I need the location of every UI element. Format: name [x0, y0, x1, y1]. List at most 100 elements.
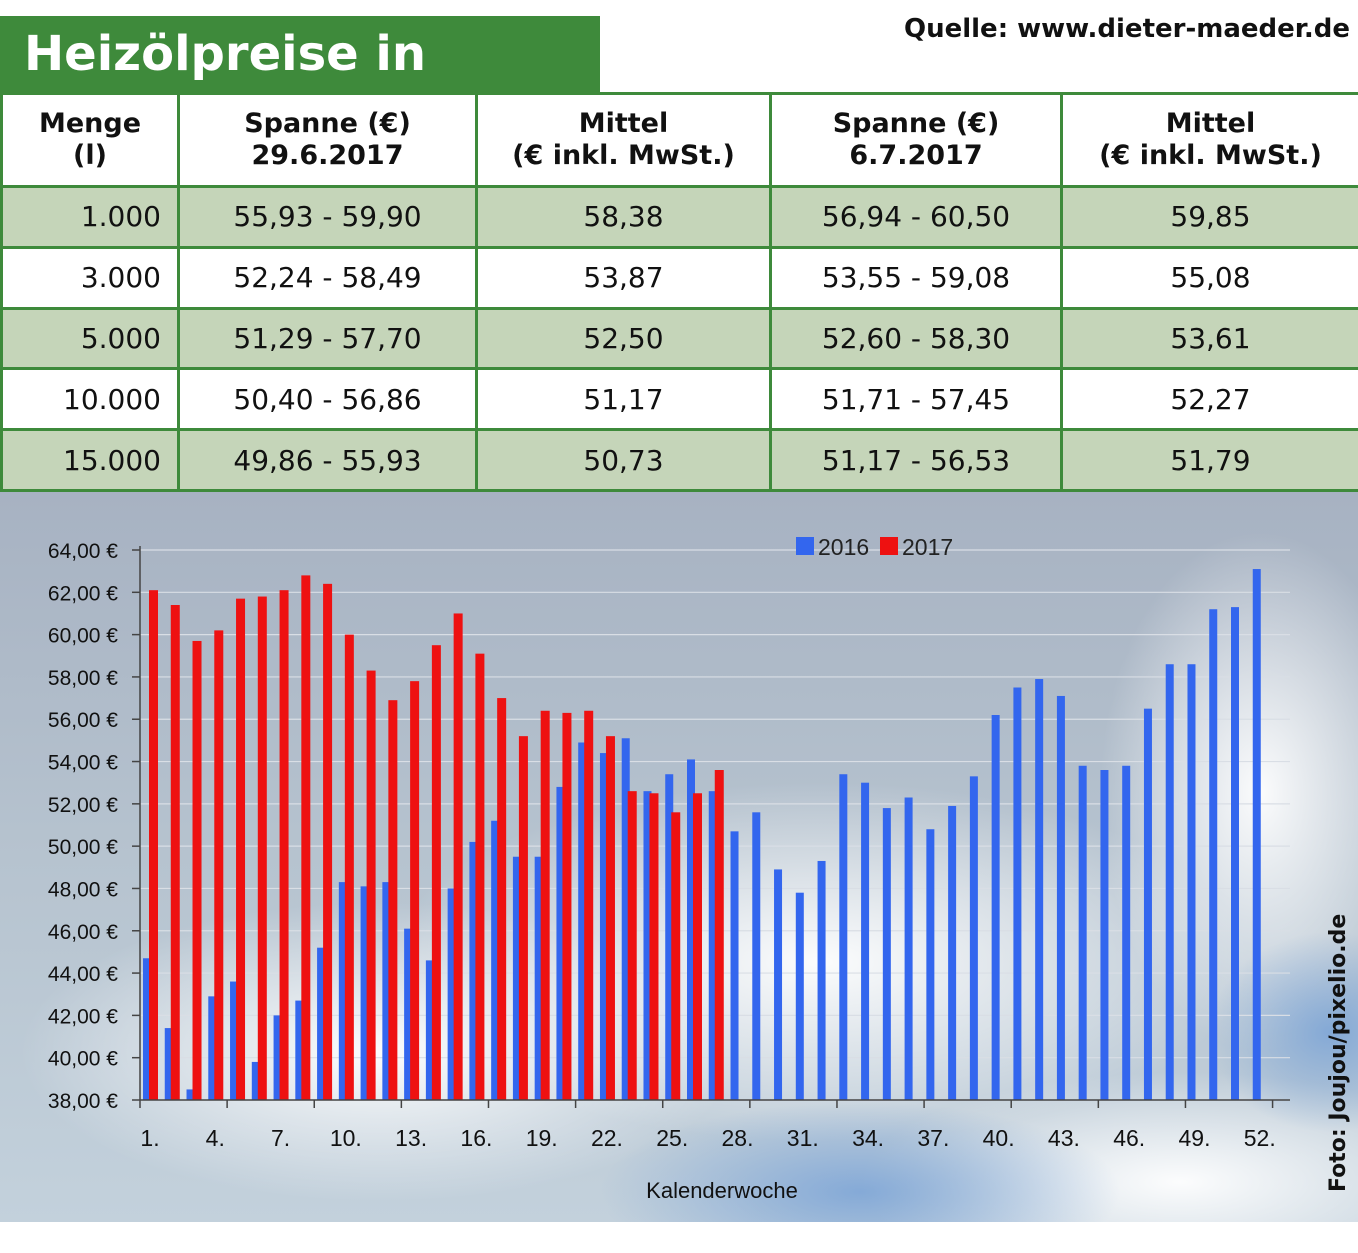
bar-2017: [497, 698, 507, 1100]
cell-menge: 5.000: [0, 306, 180, 371]
cell-mittel-1: 53,87: [475, 245, 772, 310]
bar-2016: [208, 996, 217, 1100]
bar-2017: [431, 645, 441, 1100]
y-tick-label: 50,00 €: [48, 836, 118, 859]
bar-2016: [1209, 609, 1218, 1100]
bar-2016: [273, 1015, 282, 1100]
bar-2016: [164, 1028, 173, 1100]
x-tick-label: 22.: [591, 1125, 623, 1151]
sky-patch-decoration: [1210, 932, 1358, 1132]
bar-2017: [453, 613, 463, 1100]
bar-2017: [540, 710, 550, 1100]
x-tick-label: 28.: [722, 1125, 754, 1151]
x-tick-label: 52.: [1244, 1125, 1276, 1151]
header-spanne-1: Spanne (€) 29.6.2017: [177, 92, 478, 188]
bar-2016: [795, 892, 804, 1100]
x-tick-label: 49.: [1178, 1125, 1210, 1151]
bar-2017: [344, 634, 354, 1100]
bar-2016: [556, 786, 565, 1100]
bar-2016: [338, 882, 347, 1100]
bar-2016: [817, 860, 826, 1100]
x-tick-label: 46.: [1113, 1125, 1145, 1151]
cell-menge: 3.000: [0, 245, 180, 310]
y-tick-label: 56,00 €: [48, 709, 118, 732]
cell-spanne-2: 56,94 - 60,50: [769, 185, 1063, 249]
sky-patch-decoration: [600, 1102, 1120, 1222]
chart-area: 38,00 € 40,00 € 42,00 € 44,00 € 46,00 € 48,00…: [0, 492, 1358, 1222]
bar-2017: [257, 596, 267, 1100]
bar-2016: [230, 981, 239, 1100]
bar-2017: [323, 583, 333, 1100]
bar-2017: [627, 791, 637, 1100]
bar-2017: [301, 575, 311, 1100]
bar-2016: [687, 759, 695, 1100]
y-tick-label: 60,00 €: [48, 625, 118, 648]
x-tick-label: 13.: [395, 1125, 427, 1151]
x-tick-label: 43.: [1048, 1125, 1080, 1151]
cell-mittel-1: 51,17: [475, 367, 772, 432]
bar-2017: [279, 590, 289, 1100]
bar-2016: [295, 1000, 304, 1100]
y-tick-label: 40,00 €: [48, 1048, 118, 1071]
cell-mittel-2: 59,85: [1060, 185, 1358, 249]
bar-2016: [752, 812, 761, 1100]
bar-2016: [1165, 664, 1174, 1100]
bar-2017: [366, 670, 376, 1100]
x-tick-label: 10.: [330, 1125, 362, 1151]
bar-2017: [562, 712, 572, 1100]
bar-2016: [360, 886, 369, 1100]
x-tick-label: 37.: [917, 1125, 949, 1151]
y-tick-label: 62,00 €: [48, 582, 118, 605]
cell-mittel-2: 52,27: [1060, 367, 1358, 432]
y-tick-label: 44,00 €: [48, 963, 118, 986]
bar-2017: [671, 812, 681, 1100]
header-spanne-2: Spanne (€) 6.7.2017: [769, 92, 1063, 188]
cell-spanne-1: 51,29 - 57,70: [177, 306, 478, 371]
bar-2016: [469, 841, 478, 1100]
bar-2016: [534, 856, 543, 1100]
bar-2017: [475, 653, 485, 1100]
bar-2017: [214, 630, 224, 1100]
bar-2016: [1056, 695, 1065, 1100]
cell-spanne-1: 55,93 - 59,90: [177, 185, 478, 249]
bar-2017: [714, 770, 724, 1100]
bar-2016: [1122, 765, 1131, 1100]
table-row: 5.000 51,29 - 57,70 52,50 52,60 - 58,30 …: [0, 306, 1358, 371]
cell-spanne-1: 49,86 - 55,93: [177, 428, 478, 492]
header-mittel-2: Mittel (€ inkl. MwSt.): [1060, 92, 1358, 188]
cell-spanne-2: 51,17 - 56,53: [769, 428, 1063, 492]
table-row: 1.000 55,93 - 59,90 58,38 56,94 - 60,50 …: [0, 185, 1358, 249]
bar-2017: [584, 710, 594, 1100]
y-tick-label: 52,00 €: [48, 794, 118, 817]
bar-2016: [708, 791, 717, 1100]
table-row: 10.000 50,40 - 56,86 51,17 51,71 - 57,45…: [0, 367, 1358, 432]
cell-menge: 10.000: [0, 367, 180, 432]
bar-2016: [1143, 708, 1152, 1100]
page-title: Heizölpreise in Berlin: [0, 16, 600, 158]
bar-2016: [382, 882, 391, 1100]
photo-credit: Foto: Joujou/pixelio.de: [1326, 913, 1351, 1192]
bar-2017: [170, 605, 180, 1100]
bar-2016: [599, 753, 608, 1100]
bar-2016: [882, 808, 891, 1100]
cell-spanne-1: 50,40 - 56,86: [177, 367, 478, 432]
bar-2016: [1078, 765, 1087, 1100]
bar-2016: [404, 928, 413, 1100]
y-tick-label: 64,00 €: [48, 540, 118, 563]
cell-spanne-2: 52,60 - 58,30: [769, 306, 1063, 371]
y-tick-label: 54,00 €: [48, 752, 118, 775]
bar-2016: [1035, 679, 1044, 1100]
bar-2016: [730, 831, 739, 1100]
y-tick-label: 58,00 €: [48, 667, 118, 690]
cell-mittel-1: 58,38: [475, 185, 772, 249]
legend-swatch-2017: [880, 537, 898, 555]
bar-2016: [143, 958, 151, 1100]
bar-chart: 38,00 € 40,00 € 42,00 € 44,00 € 46,00 € 48,00…: [0, 492, 1358, 1222]
legend-swatch-2016: [796, 537, 814, 555]
x-tick-label: 19.: [526, 1125, 558, 1151]
bar-2016: [512, 856, 521, 1100]
x-tick-label: 7.: [271, 1125, 290, 1151]
x-tick-label: 16.: [460, 1125, 492, 1151]
bar-2016: [621, 738, 630, 1100]
cell-mittel-1: 52,50: [475, 306, 772, 371]
